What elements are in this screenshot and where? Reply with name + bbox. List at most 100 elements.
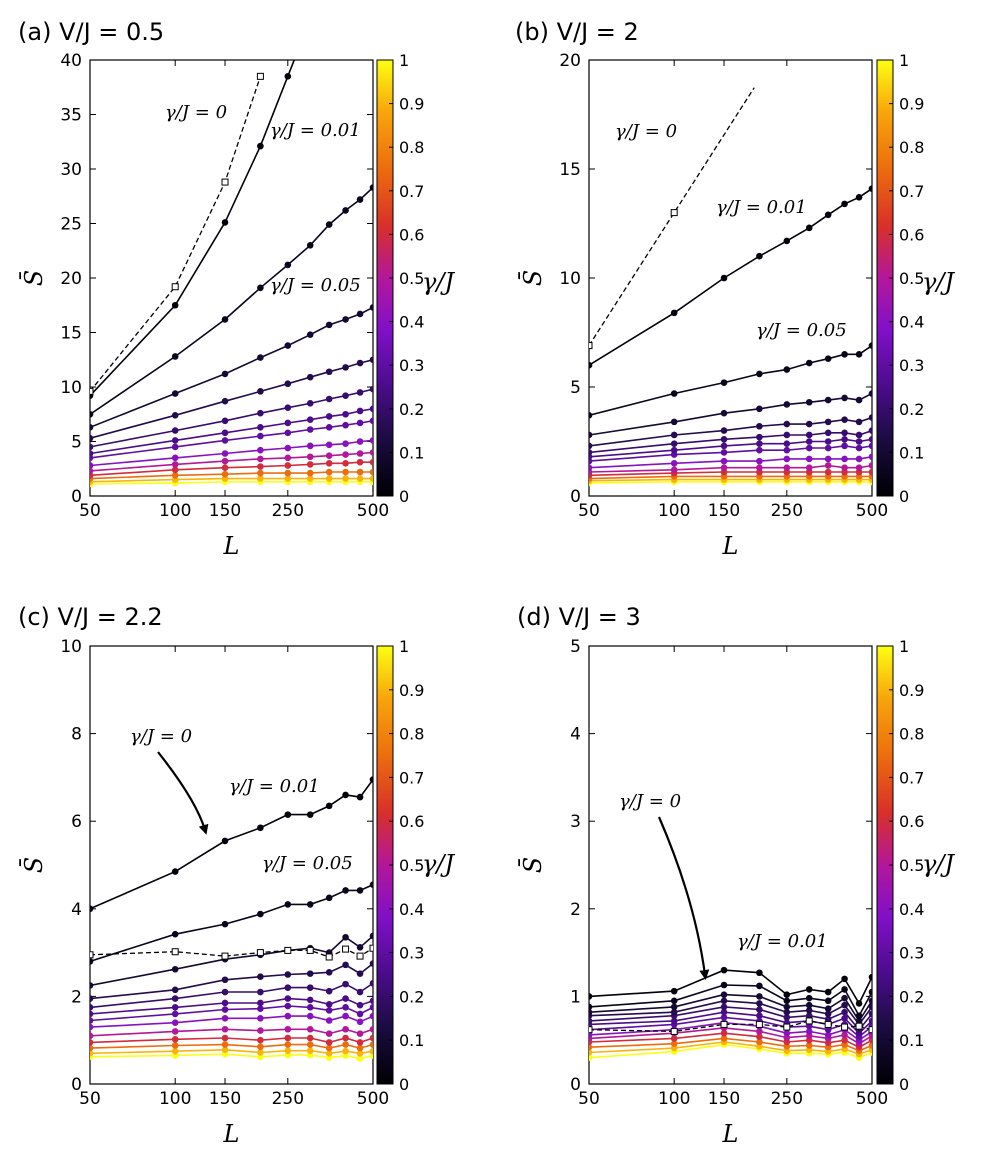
data-point [841,455,848,463]
annotation-label: γ/J = 0.05 [270,275,361,296]
data-point [221,920,229,928]
data-point [369,417,373,425]
annotation-label: γ/J = 0.05 [756,320,847,341]
y-tick-label: 0 [570,487,581,507]
data-point [841,986,848,993]
plot-frame [588,645,873,1085]
data-point [306,373,314,381]
data-point [342,392,349,400]
colorbar-tick-label: 0 [899,487,909,506]
data-point [356,1001,364,1009]
data-point-gamma0 [824,1020,832,1028]
data-point [171,965,179,973]
colorbar-tick-label: 0.5 [399,856,424,875]
data-point-gamma0 [342,945,350,953]
data-point [171,427,179,434]
series-line [589,464,872,473]
data-point [306,442,314,450]
data-point [783,1008,791,1016]
x-tick-label: 50 [79,1089,101,1109]
data-point [284,454,292,462]
data-point [221,999,229,1007]
data-point [720,991,728,998]
data-point-gamma0 [868,1026,872,1034]
data-point [325,321,333,329]
data-point [171,995,179,1002]
data-point [369,385,373,393]
data-point [720,457,728,465]
x-tick-label: 150 [209,501,241,521]
data-point [841,1001,848,1009]
data-point [868,468,872,476]
data-point [221,457,229,465]
data-point [805,444,813,452]
data-point [868,453,872,461]
series-line-gamma0 [90,947,373,958]
data-point [325,1044,333,1052]
data-point [325,1050,333,1057]
data-point [369,1004,373,1011]
data-point [756,1012,763,1019]
data-point [171,390,179,397]
data-point [369,881,373,889]
y-axis-label: S̄ [20,270,48,286]
data-point [855,1012,863,1019]
data-point [783,991,791,998]
data-point [720,427,728,434]
data-point [171,868,179,875]
data-point [342,410,349,418]
y-tick-label: 15 [559,160,581,180]
data-point [171,1036,179,1043]
data-point [356,468,364,476]
data-point [221,437,229,444]
data-point [756,1000,763,1007]
data-point [325,468,333,476]
data-point [284,811,292,818]
data-point [670,309,678,317]
data-point [90,905,94,913]
data-point [356,1039,364,1046]
data-point [325,894,333,902]
y-tick-label: 10 [559,269,581,289]
data-point [841,1031,848,1039]
data-point [369,932,373,940]
data-point [221,316,229,323]
data-point [356,1010,364,1018]
series-group [90,60,373,488]
data-point [868,973,872,981]
data-point-gamma0 [755,1020,763,1028]
x-tick-label: 500 [357,1089,389,1109]
data-point [306,331,314,338]
data-point [90,1050,94,1057]
series-line [90,779,373,910]
data-point [342,887,349,894]
data-point [284,404,292,412]
data-point-gamma0 [306,946,314,954]
data-point [868,442,872,450]
data-point [221,429,229,437]
data-point [720,274,728,282]
data-point [325,987,333,995]
y-tick-label: 15 [60,324,82,344]
x-tick-label: 50 [578,501,600,521]
data-point [670,460,678,467]
data-point [342,468,349,476]
colorbar-tick-label: 0.9 [899,95,924,114]
data-point [90,424,94,431]
y-tick-label: 40 [60,51,82,71]
data-point [306,1025,314,1033]
colorbar-tick-label: 0.3 [899,356,924,375]
data-point [306,475,314,482]
series-line [589,475,872,480]
data-point [756,1038,763,1046]
data-point [90,467,94,475]
data-point [841,351,848,358]
data-point [356,475,364,482]
data-point [824,455,832,463]
series-line [90,1015,373,1028]
data-point [221,397,229,405]
data-point [90,434,94,442]
data-point [589,431,593,439]
data-point [868,462,872,469]
